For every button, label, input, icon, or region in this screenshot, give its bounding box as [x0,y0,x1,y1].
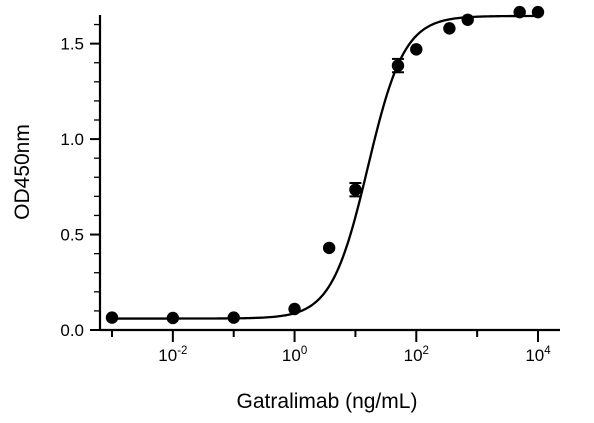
x-tick-base-2: 10 [404,346,423,365]
data-point-5 [349,183,362,196]
x-axis-title: Gatralimab (ng/mL) [237,390,418,413]
x-tick-label-1: 100 [282,345,307,365]
x-tick-base-3: 10 [525,346,544,365]
data-point-11 [531,5,545,19]
data-point-9 [461,13,474,26]
data-point-10 [513,5,526,19]
y-tick-label-3: 1.5 [60,35,84,54]
data-point-3 [288,302,301,316]
x-tick-label-0: 10-2 [158,345,187,365]
fit-curve [112,14,538,320]
data-point-4 [322,241,336,255]
y-tick-label-1: 0.5 [60,226,84,245]
curve-layer [112,14,538,320]
data-points-layer [105,5,545,325]
data-point-0 [105,311,119,324]
data-point-6 [391,59,405,72]
x-tick-exponent-0: -2 [177,345,187,357]
x-tick-base-1: 10 [282,346,301,365]
x-tick-label-2: 102 [404,345,429,365]
y-axis-title: OD450nm [11,124,34,220]
x-tick-exponent-2: 2 [423,345,429,357]
y-tick-label-2: 1.0 [60,130,84,149]
x-tick-exponent-1: 0 [301,345,307,357]
data-point-7 [410,43,423,56]
x-tick-label-3: 104 [525,345,551,365]
x-tick-exponent-3: 4 [544,345,551,357]
data-point-8 [443,22,456,35]
data-point-1 [166,311,180,325]
y-tick-label-0: 0.0 [60,321,84,340]
x-tick-base-0: 10 [158,346,177,365]
data-point-2 [227,311,240,324]
axes-layer [90,15,560,342]
